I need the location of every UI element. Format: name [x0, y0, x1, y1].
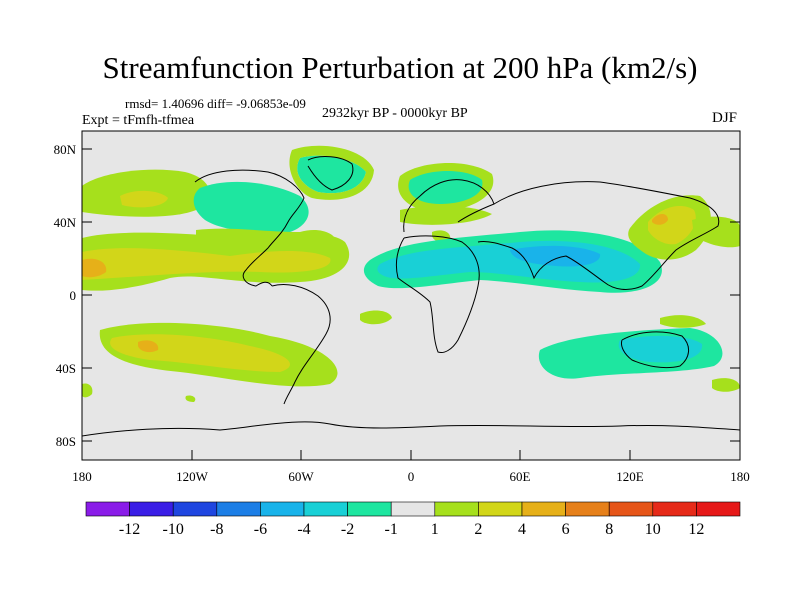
y-tick-label-40n: 40N — [54, 215, 77, 230]
colorbar-label: -6 — [254, 521, 267, 538]
coast-antarctica — [82, 421, 740, 437]
contour-neg-europe — [408, 171, 483, 204]
colorbar-box — [521, 501, 566, 517]
colorbar-box — [565, 501, 610, 517]
colorbar-label: 8 — [605, 521, 613, 538]
colorbar-box — [172, 501, 218, 517]
coastlines — [82, 156, 740, 437]
experiment-label: Expt = tFmfh-tfmea — [82, 113, 195, 128]
contour-pos3-east-asia — [652, 214, 668, 225]
y-tick-label-40s: 40S — [56, 361, 76, 376]
contour-pos3-sh-center — [138, 340, 159, 353]
coast-australia — [621, 331, 689, 369]
colorbar-label: -1 — [385, 521, 398, 538]
coast-africa — [395, 235, 480, 353]
colorbar-label: -4 — [297, 521, 310, 538]
colorbar-label: 10 — [645, 521, 661, 538]
contour-pos-far-west-sh — [82, 383, 93, 398]
colorbar-label: 4 — [518, 521, 526, 538]
coast-europe — [403, 179, 495, 233]
colorbar-box — [85, 501, 130, 517]
colorbar-label: 2 — [474, 521, 482, 538]
x-tick-label-180w: 180 — [72, 469, 92, 484]
colorbar-box — [608, 501, 654, 517]
colorbar-box — [260, 501, 305, 517]
x-ticks — [81, 450, 741, 460]
y-tick-label-80n: 80N — [54, 142, 77, 157]
contour-pos3-eq-west — [82, 258, 107, 278]
coast-asia — [477, 181, 720, 290]
contour-pos-mediterranean — [432, 230, 451, 243]
colorbar-label: 6 — [562, 521, 570, 538]
x-tick-label-120w: 120W — [176, 469, 209, 484]
contour-pos-greenland-ring — [289, 145, 374, 200]
colorbar-box — [434, 501, 479, 517]
contour-neg2-australia — [618, 335, 703, 363]
y-tick-label-80s: 80S — [56, 434, 76, 449]
plot-title: Streamfunction Perturbation at 200 hPa (… — [102, 50, 698, 85]
x-tick-label-120e: 120E — [616, 469, 644, 484]
colorbar-label: -12 — [119, 521, 140, 538]
contour-pos-south-atl — [360, 310, 392, 325]
colorbar-label: -2 — [341, 521, 354, 538]
x-tick-label-60e: 60E — [510, 469, 531, 484]
coast-greenland — [307, 156, 354, 191]
period-label: 2932kyr BP - 0000kyr BP — [322, 106, 468, 121]
contour-pos2-eq-band — [82, 248, 331, 280]
contour-pos3-npac-west — [120, 190, 168, 208]
x-tick-label-0: 0 — [408, 469, 415, 484]
contour-pos-npac-east — [692, 216, 740, 248]
contour-pos-far-east-sh — [712, 378, 740, 392]
contour-pos-e-europe — [400, 205, 492, 225]
colorbar-box — [652, 501, 697, 517]
contour-pos-n-atl — [196, 228, 337, 246]
x-tick-label-60w: 60W — [288, 469, 314, 484]
colorbar-box — [390, 501, 436, 517]
colorbar — [85, 501, 741, 517]
contour-neg3-asia — [510, 245, 601, 267]
colorbar-label: 12 — [688, 521, 704, 538]
colorbar-box — [216, 501, 261, 517]
season-label: DJF — [712, 110, 738, 126]
stats-text: rmsd= 1.40696 diff= -9.06853e-09 — [125, 96, 306, 111]
colorbar-box — [303, 501, 348, 517]
colorbar-label: 1 — [431, 521, 439, 538]
colorbar-box — [696, 501, 741, 517]
x-tick-label-180e: 180 — [730, 469, 750, 484]
contour-pos-small-sh — [185, 395, 196, 402]
colorbar-box — [478, 501, 523, 517]
contour-neg-greenland — [297, 155, 366, 194]
contour-pos-south-pac — [660, 315, 706, 328]
y-ticks — [82, 148, 740, 442]
coast-north-america — [194, 169, 305, 287]
colorbar-labels: -12 -10 -8 -6 -4 -2 -1 1 2 4 6 8 10 12 — [119, 521, 704, 538]
colorbar-box — [347, 501, 392, 517]
contour-neg-namerica — [193, 181, 309, 234]
coast-south-america — [271, 283, 331, 405]
colorbar-label: -8 — [210, 521, 223, 538]
y-tick-label-0: 0 — [70, 288, 77, 303]
colorbar-box — [129, 501, 174, 517]
contour-fills — [82, 145, 740, 402]
colorbar-label: -10 — [163, 521, 184, 538]
